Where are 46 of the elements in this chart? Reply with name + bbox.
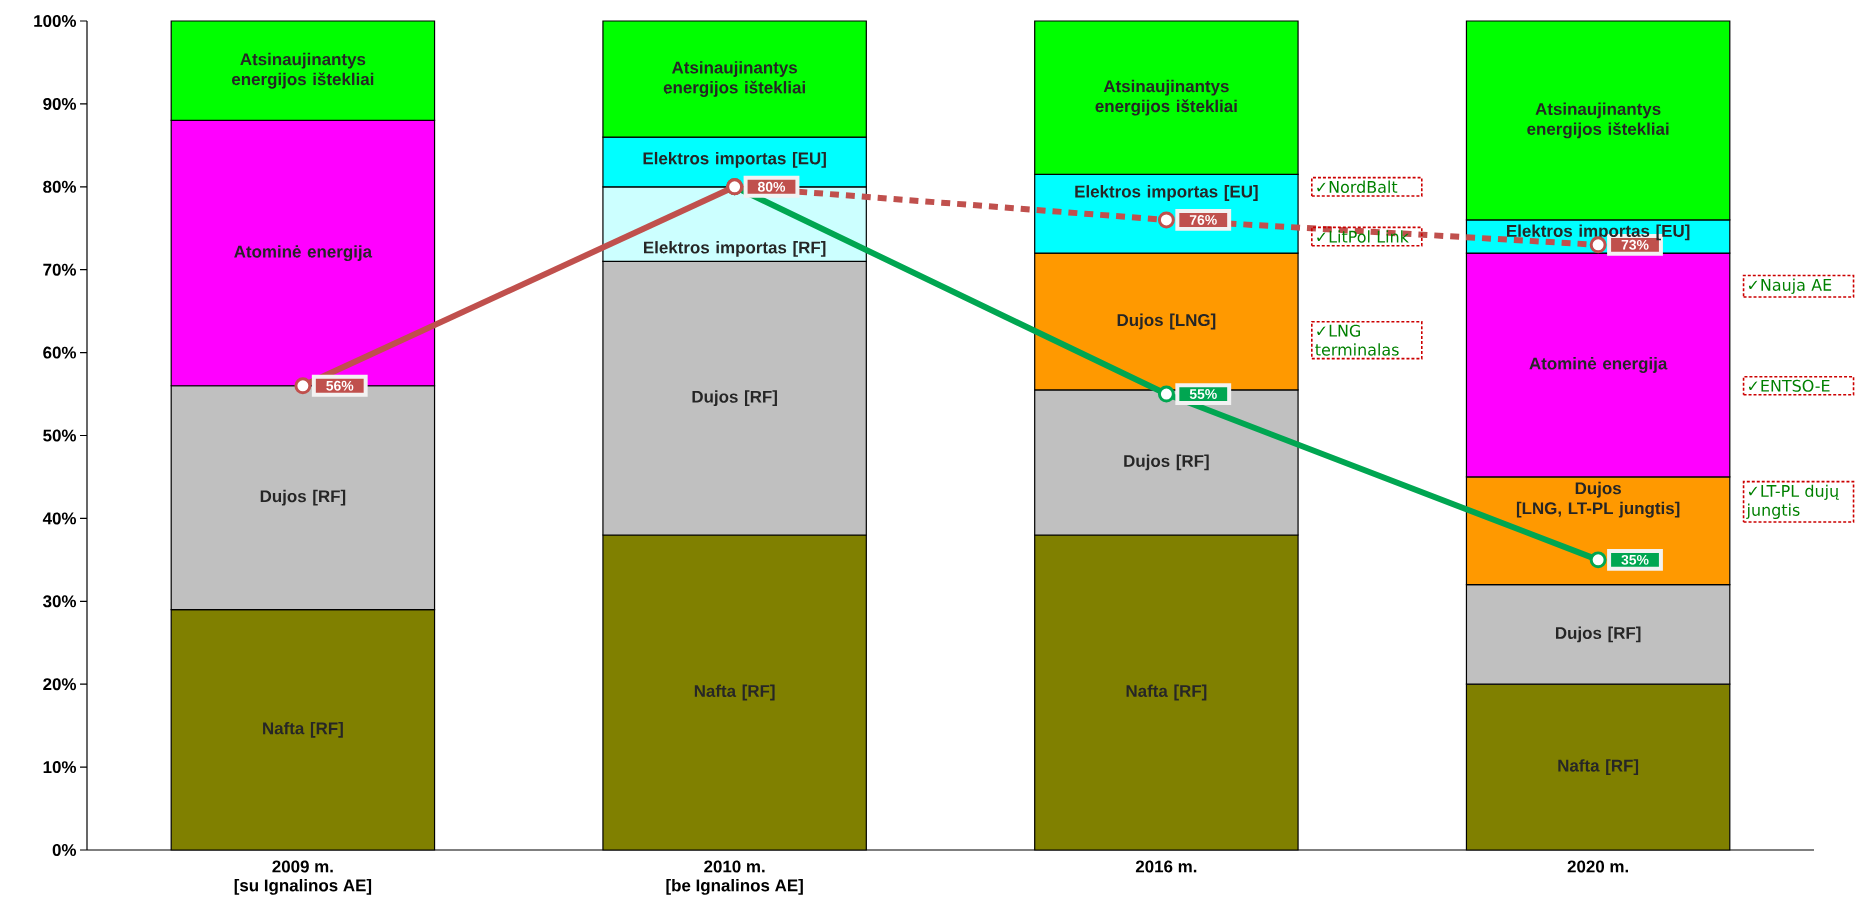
series-label: Elektros importas [RF]: [644, 241, 826, 257]
series-label: Nafta [RF]: [1558, 759, 1639, 775]
annotation: ✓Nauja AE: [1748, 278, 1832, 294]
x-tick-label: 2016 m.: [1135, 860, 1197, 873]
y-tick-label: 10%: [43, 761, 77, 774]
series-label: Dujos [RF]: [1555, 626, 1641, 643]
data-label: 76%: [1189, 215, 1217, 225]
x-tick-label: 2009 m. [su Ignalinos AE]: [234, 860, 372, 895]
text: Atsinaujinantys energijos ištekliai: [1527, 102, 1669, 139]
x-tick-label: 2010 m. [be Ignalinos AE]: [666, 860, 803, 895]
series-label: Atominė energija: [1529, 357, 1668, 373]
x-tick-label: 2020 m.: [1567, 860, 1629, 873]
data-label: 80%: [757, 181, 786, 192]
y-tick-label: 20%: [43, 678, 77, 691]
y-tick-label: 60%: [43, 346, 77, 359]
text: Dujos [RF]: [260, 489, 346, 506]
text: Atsinaujinantys energijos ištekliai: [663, 61, 805, 97]
y-tick-label: 0%: [52, 844, 77, 856]
data-label: 56%: [326, 380, 354, 391]
series-label: Dujos [LNG, LT-PL jungtis]: [1516, 481, 1680, 518]
text: Nafta [RF]: [263, 721, 343, 738]
y-tick-label: 90%: [43, 97, 77, 110]
y-tick-label: 100%: [34, 14, 77, 27]
text: Atsinaujinantys energijos ištekliai: [1095, 79, 1237, 116]
text: Elektros importas [EU]: [643, 151, 826, 168]
data-label: 35%: [1621, 554, 1649, 565]
text: Dujos [RF]: [692, 390, 777, 407]
series-label: Dujos [LNG]: [1117, 313, 1216, 330]
y-tick-label: 40%: [42, 512, 77, 525]
annotation: ✓LNG terminalas: [1315, 324, 1399, 356]
y-tick-label: 70%: [43, 263, 77, 276]
y-tick-label: 30%: [43, 595, 77, 608]
y-tick-label: 50%: [43, 429, 77, 442]
annotation: ✓NordBalt: [1317, 180, 1398, 193]
text: Atominė energija: [234, 245, 373, 262]
text: Elektros importas [EU]: [1075, 185, 1258, 201]
annotation: ✓LT-PL dujų jungtis: [1746, 484, 1839, 519]
y-tick-label: 80%: [43, 180, 77, 193]
series-label: Atsinaujinantys energijos ištekliai: [231, 52, 374, 89]
text: Dujos [RF]: [1124, 454, 1209, 471]
text: Nafta [RF]: [1126, 684, 1207, 701]
data-label: 73%: [1621, 239, 1649, 250]
annotation: ✓LitPol Link: [1317, 230, 1409, 243]
text: Nafta [RF]: [694, 684, 775, 701]
data-label: 55%: [1189, 389, 1217, 399]
annotation: ✓ENTSO-E: [1748, 379, 1830, 392]
